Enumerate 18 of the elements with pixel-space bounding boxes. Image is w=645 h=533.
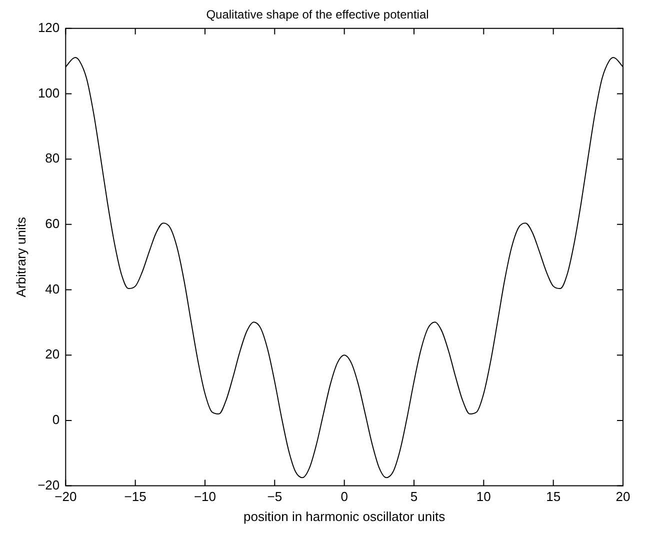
x-tick-label: 5 [410, 489, 418, 504]
x-tick-label: 20 [616, 489, 630, 504]
x-tick-label: 15 [546, 489, 561, 504]
y-tick-label: 20 [45, 346, 60, 362]
chart-title: Qualitative shape of the effective potential [206, 8, 429, 22]
y-tick-label: 40 [45, 281, 60, 296]
y-tick-label: 80 [45, 150, 60, 166]
y-axis-title: Arbitrary units [13, 216, 28, 298]
y-tick-label: 60 [45, 216, 60, 232]
x-tick-label: −5 [267, 489, 282, 504]
x-axis-title: position in harmonic oscillator units [244, 508, 446, 524]
y-tick-label: 120 [38, 20, 60, 35]
x-tick-label: −15 [124, 489, 146, 504]
y-tick-label: 0 [52, 412, 60, 428]
x-tick-label: −10 [194, 489, 216, 504]
y-tick-label: 100 [38, 85, 60, 100]
x-tick-label: 10 [476, 489, 491, 504]
x-tick-label: 0 [340, 489, 348, 504]
